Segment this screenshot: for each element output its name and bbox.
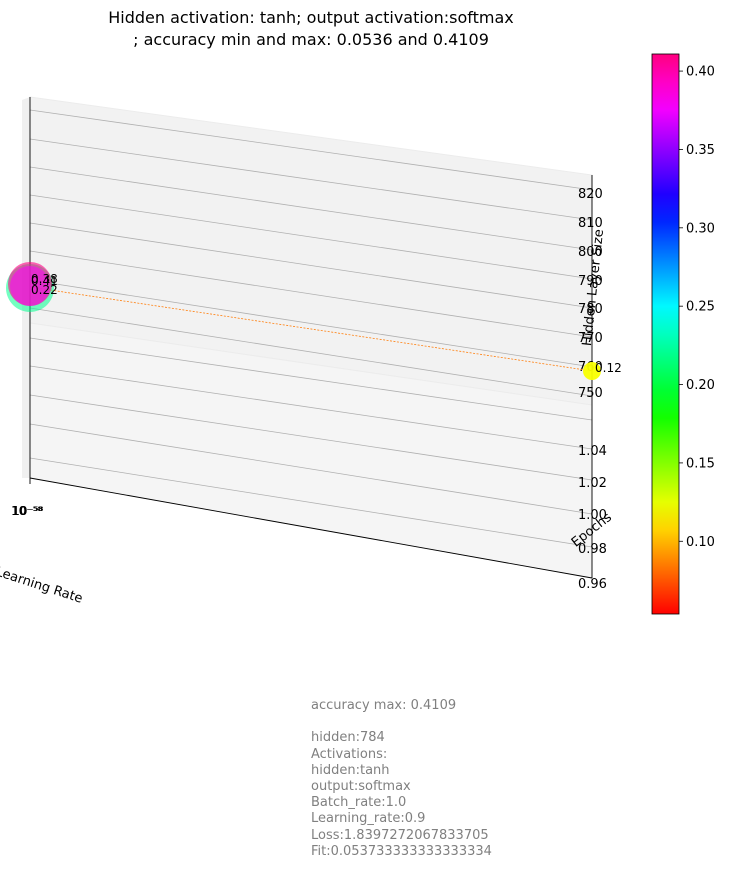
learning-rate-axis-line: [29, 477, 593, 579]
grid-lines: [29, 109, 593, 548]
data-point-label: 0.12: [595, 361, 622, 375]
info-line: Learning_rate:0.9: [311, 811, 426, 827]
grid-line-hidden-1: [29, 138, 593, 221]
learning-rate-tick-label: 10⁻⁵⁸: [12, 504, 43, 518]
hidden-size-tick-label: 820: [578, 187, 603, 202]
grid-line-hidden-0: [29, 109, 593, 191]
info-line: hidden:784: [311, 730, 385, 746]
data-marks: 0.220.410.38 0.12: [6, 262, 622, 380]
colorbar-tick-label: 0.40: [686, 65, 715, 80]
data-point: [583, 362, 601, 380]
axis-panes: [22, 96, 593, 579]
grid-line-epochs-1: [29, 365, 593, 450]
hidden-size-tick-label: 770: [578, 331, 603, 346]
data-point-label: 0.41: [31, 274, 58, 288]
hidden-size-tick-label: 790: [578, 274, 603, 289]
grid-line-hidden-5: [29, 250, 593, 338]
info-line: Batch_rate:1.0: [311, 795, 407, 811]
info-line: hidden:tanh: [311, 762, 390, 778]
info-line: Activations:: [311, 746, 388, 762]
grid-line-epochs-0: [29, 337, 593, 421]
hidden-size-tick-label: 780: [578, 302, 603, 317]
grid-line-epochs-2: [29, 394, 593, 481]
x-axis-label: Learning Rate: [0, 565, 84, 607]
grid-line-epochs-4: [29, 457, 593, 548]
chart-title-line-2: ; accuracy min and max: 0.0536 and 0.410…: [133, 30, 489, 49]
epochs-tick-label: 1.04: [578, 444, 607, 459]
hidden-size-tick-label: 750: [578, 386, 603, 401]
hidden-size-tick-label: 810: [578, 216, 603, 231]
info-line: Fit:0.053733333333333334: [311, 843, 492, 859]
colorbar: 0.40 0.35 0.30 0.25 0.20 0.15 0.10: [651, 53, 715, 615]
epochs-tick-label: 0.98: [578, 542, 607, 557]
grid-line-epochs-3: [29, 423, 593, 515]
grid-line-hidden-3: [29, 194, 593, 280]
data-point-label: 0.22: [31, 283, 58, 297]
data-point-label: 0.38: [31, 272, 58, 286]
data-point: [10, 266, 50, 306]
hidden-size-tick-label: 800: [578, 245, 603, 260]
colorbar-tick-label: 0.30: [686, 221, 715, 236]
info-line: Loss:1.8397272067833705: [311, 827, 489, 843]
colorbar-tick-label: 0.20: [686, 378, 715, 393]
info-text: accuracy max: 0.4109 hidden:784 Activatio…: [311, 698, 492, 860]
info-line: output:softmax: [311, 779, 411, 795]
colorbar-tick-label: 0.25: [686, 300, 715, 315]
learning-rate-tick-label: 10⁻⁵⁸: [12, 504, 43, 518]
epochs-tick-label: 1.02: [578, 476, 607, 491]
info-line: accuracy max: 0.4109: [311, 698, 457, 713]
epochs-tick-label: 1.00: [578, 508, 607, 523]
learning-rate-tick-label: 10⁻⁵⁸: [11, 504, 42, 518]
colorbar-tick-label: 0.10: [686, 535, 715, 550]
colorbar-tick-label: 0.35: [686, 143, 715, 158]
grid-line-hidden-6: [29, 279, 593, 368]
trend-line: [29, 286, 593, 372]
epochs-tick-label: 0.96: [578, 577, 607, 592]
colorbar-tick-label: 0.15: [686, 456, 715, 471]
grid-line-hidden-4: [29, 222, 593, 309]
info-line: [311, 714, 492, 730]
colorbar-rect: [651, 53, 680, 615]
grid-line-hidden-2: [29, 166, 593, 251]
chart-title-line-1: Hidden activation: tanh; output activati…: [108, 8, 514, 27]
grid-line-hidden-7: [29, 307, 593, 397]
